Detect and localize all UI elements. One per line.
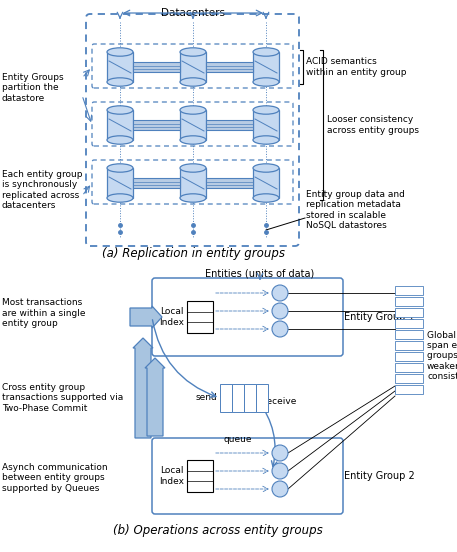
Ellipse shape: [253, 164, 279, 172]
Bar: [395, 308, 423, 317]
Bar: [107, 168, 133, 198]
Ellipse shape: [180, 106, 206, 114]
Ellipse shape: [253, 194, 279, 202]
Ellipse shape: [180, 136, 206, 144]
Ellipse shape: [107, 164, 133, 172]
Text: Entity Group 1: Entity Group 1: [344, 312, 414, 322]
Bar: [107, 110, 133, 140]
Bar: [395, 374, 423, 383]
Bar: [395, 363, 423, 372]
Text: Looser consistency
across entity groups: Looser consistency across entity groups: [327, 115, 419, 135]
Text: Most transactions
are within a single
entity group: Most transactions are within a single en…: [2, 298, 85, 328]
Text: Global Indexes
span entity
groups but have
weaker
consistency: Global Indexes span entity groups but ha…: [427, 331, 457, 381]
Bar: [220, 384, 232, 412]
Ellipse shape: [253, 48, 279, 56]
FancyArrow shape: [133, 338, 153, 438]
Bar: [232, 384, 244, 412]
Bar: [107, 52, 133, 82]
Bar: [253, 52, 279, 82]
FancyArrow shape: [145, 358, 165, 436]
Text: ACID semantics
within an entity group: ACID semantics within an entity group: [306, 57, 406, 77]
Text: Entity Groups
partition the
datastore: Entity Groups partition the datastore: [2, 73, 64, 103]
Ellipse shape: [107, 194, 133, 202]
Bar: [187, 460, 213, 492]
Ellipse shape: [107, 78, 133, 86]
Bar: [206, 62, 253, 72]
Text: Datacenters: Datacenters: [161, 8, 225, 18]
Text: Each entity group
is synchronously
replicated across
datacenters: Each entity group is synchronously repli…: [2, 170, 83, 210]
Text: Local
Index: Local Index: [159, 466, 184, 486]
Text: Entity group data and
replication metadata
stored in scalable
NoSQL datastores: Entity group data and replication metada…: [306, 190, 405, 230]
Bar: [180, 110, 206, 140]
Ellipse shape: [180, 78, 206, 86]
Text: send: send: [195, 394, 217, 402]
Text: receive: receive: [263, 396, 296, 406]
Bar: [133, 120, 180, 130]
Ellipse shape: [253, 106, 279, 114]
Ellipse shape: [180, 194, 206, 202]
Ellipse shape: [253, 136, 279, 144]
Circle shape: [272, 321, 288, 337]
Ellipse shape: [180, 164, 206, 172]
Bar: [395, 330, 423, 339]
Bar: [253, 168, 279, 198]
Bar: [244, 384, 256, 412]
Bar: [395, 319, 423, 328]
FancyArrow shape: [130, 306, 162, 328]
Bar: [180, 52, 206, 82]
Bar: [395, 297, 423, 306]
Text: queue: queue: [224, 435, 252, 444]
Text: (b) Operations across entity groups: (b) Operations across entity groups: [113, 524, 323, 537]
Text: Cross entity group
transactions supported via
Two-Phase Commit: Cross entity group transactions supporte…: [2, 383, 123, 413]
Bar: [253, 110, 279, 140]
Bar: [180, 168, 206, 198]
Bar: [395, 352, 423, 361]
Bar: [133, 178, 180, 188]
Text: Local
Index: Local Index: [159, 307, 184, 327]
Circle shape: [272, 463, 288, 479]
Text: (a) Replication in entity groups: (a) Replication in entity groups: [101, 247, 285, 260]
Ellipse shape: [253, 78, 279, 86]
Bar: [256, 384, 268, 412]
Text: Entities (units of data): Entities (units of data): [205, 268, 314, 278]
Bar: [395, 385, 423, 394]
Circle shape: [272, 481, 288, 497]
Ellipse shape: [107, 48, 133, 56]
Circle shape: [272, 445, 288, 461]
Circle shape: [272, 285, 288, 301]
Circle shape: [272, 303, 288, 319]
Bar: [133, 62, 180, 72]
Ellipse shape: [107, 136, 133, 144]
Ellipse shape: [180, 48, 206, 56]
Text: Entity Group 2: Entity Group 2: [344, 471, 415, 481]
Bar: [206, 178, 253, 188]
Bar: [187, 301, 213, 333]
Ellipse shape: [107, 106, 133, 114]
Text: Asynch communication
between entity groups
supported by Queues: Asynch communication between entity grou…: [2, 463, 108, 493]
Bar: [395, 341, 423, 350]
Bar: [206, 120, 253, 130]
Bar: [395, 286, 423, 295]
